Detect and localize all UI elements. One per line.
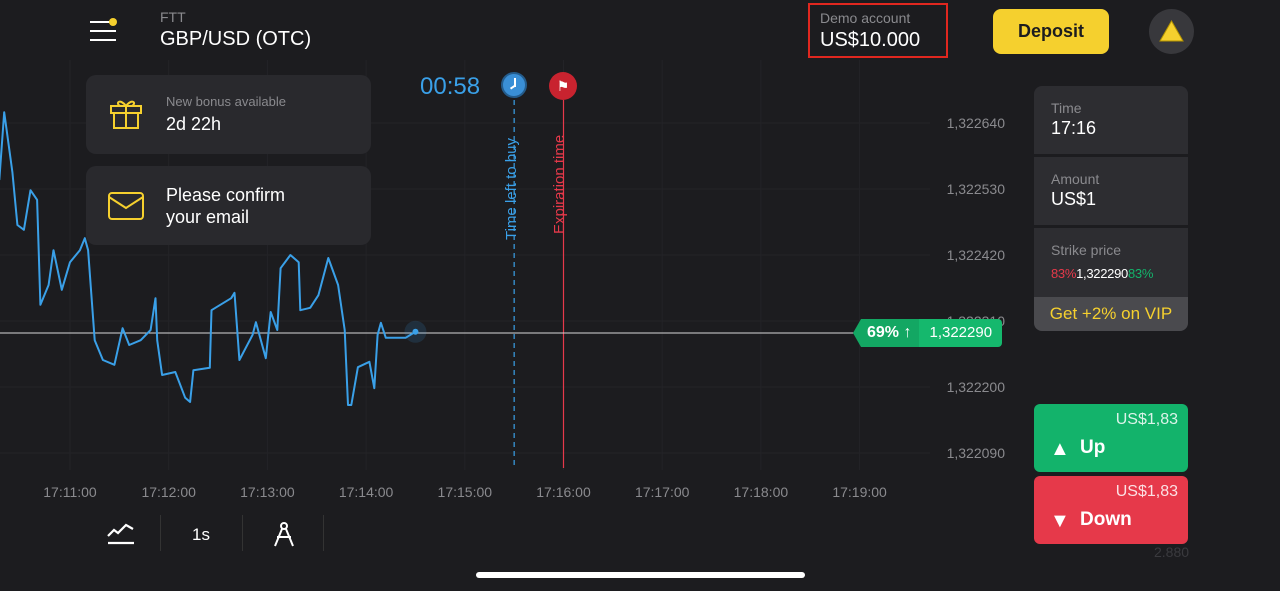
envelope-icon — [108, 192, 144, 220]
countdown: 00:58 — [420, 73, 481, 100]
x-tick-label: 17:11:00 — [43, 484, 97, 500]
bonus-time: 2d 22h — [166, 114, 222, 134]
divider — [323, 515, 324, 551]
compass-icon[interactable] — [271, 520, 297, 548]
payout-percent: 69% — [867, 324, 900, 341]
time-left-label: Time left to buy — [503, 138, 520, 240]
clock-icon — [501, 72, 527, 98]
y-tick-label: 1,322640 — [947, 115, 1006, 131]
asset-selector[interactable]: FTT GBP/USD (OTC) — [160, 9, 311, 51]
strike-price-selector[interactable]: Strike price 83%1,32229083% — [1034, 228, 1188, 297]
y-tick-label: 1,322530 — [947, 181, 1006, 197]
strike-price: 1,322290 — [1076, 266, 1128, 281]
x-tick-label: 17:18:00 — [734, 484, 789, 500]
arrow-down-icon: ▼ — [1050, 510, 1070, 532]
time-value: 17:16 — [1051, 118, 1097, 138]
bonus-notification[interactable]: New bonus available 2d 22h — [86, 75, 371, 154]
asset-type: FTT — [160, 9, 186, 25]
bonus-title: New bonus available — [166, 94, 286, 109]
account-selector[interactable]: Demo account US$10.000 — [808, 3, 948, 58]
up-arrow-icon: ↑ — [903, 324, 912, 341]
time-selector[interactable]: Time 17:16 — [1034, 86, 1188, 154]
down-payout: US$1,83 — [1115, 483, 1178, 500]
avatar[interactable] — [1149, 9, 1194, 54]
strike-up-percent: 83% — [1127, 266, 1154, 281]
y-tick-label: 1,322200 — [947, 379, 1006, 395]
amount-value: US$1 — [1051, 189, 1097, 209]
line-chart-icon[interactable] — [106, 521, 136, 547]
notification-dot — [109, 18, 117, 26]
up-button[interactable]: US$1,83 ▲ Up — [1034, 404, 1188, 472]
divider — [242, 515, 243, 551]
y-tick-label: 1,322420 — [947, 247, 1006, 263]
x-tick-label: 17:19:00 — [832, 484, 887, 500]
amount-selector[interactable]: Amount US$1 — [1034, 157, 1188, 225]
account-balance: US$10.000 — [820, 29, 921, 51]
current-price-badge: 69% ↑ 1,322290 — [853, 319, 1003, 347]
expiration-label: Expiration time — [551, 134, 568, 234]
x-tick-label: 17:14:00 — [339, 484, 394, 500]
current-price: 1,322290 — [919, 319, 1003, 347]
confirm-email-notification[interactable]: Please confirm your email — [86, 166, 371, 245]
account-label: Demo account — [820, 10, 911, 26]
strike-label: Strike price — [1051, 242, 1122, 258]
price-line — [0, 111, 416, 406]
up-payout: US$1,83 — [1115, 411, 1178, 428]
down-label: Down — [1080, 509, 1132, 530]
strike-down-percent: 83% — [1051, 266, 1077, 281]
flag-icon: ⚑ — [549, 72, 577, 100]
x-tick-label: 17:17:00 — [635, 484, 690, 500]
email-line2: your email — [166, 207, 250, 227]
deposit-button[interactable]: Deposit — [993, 9, 1109, 54]
gift-icon — [110, 100, 142, 129]
down-button[interactable]: US$1,83 ▼ Down — [1034, 476, 1188, 544]
triangle-avatar-icon — [1159, 19, 1184, 42]
y-tick-label: 1,322090 — [947, 445, 1006, 461]
footer-value: 2.880 — [1154, 544, 1190, 560]
x-tick-label: 17:16:00 — [536, 484, 591, 500]
x-tick-label: 17:15:00 — [438, 484, 493, 500]
amount-label: Amount — [1051, 171, 1100, 187]
email-line1: Please confirm — [166, 185, 286, 205]
arrow-up-icon: ▲ — [1050, 438, 1070, 460]
current-point — [412, 328, 419, 335]
asset-name: GBP/USD (OTC) — [160, 28, 312, 50]
menu-button[interactable] — [88, 18, 118, 44]
vip-button[interactable]: Get +2% on VIP — [1034, 297, 1188, 331]
x-tick-label: 17:13:00 — [240, 484, 295, 500]
x-tick-label: 17:12:00 — [141, 484, 196, 500]
up-label: Up — [1080, 437, 1106, 458]
home-indicator — [476, 572, 805, 578]
time-label: Time — [1051, 100, 1082, 116]
interval-button[interactable]: 1s — [192, 525, 210, 544]
divider — [160, 515, 161, 551]
